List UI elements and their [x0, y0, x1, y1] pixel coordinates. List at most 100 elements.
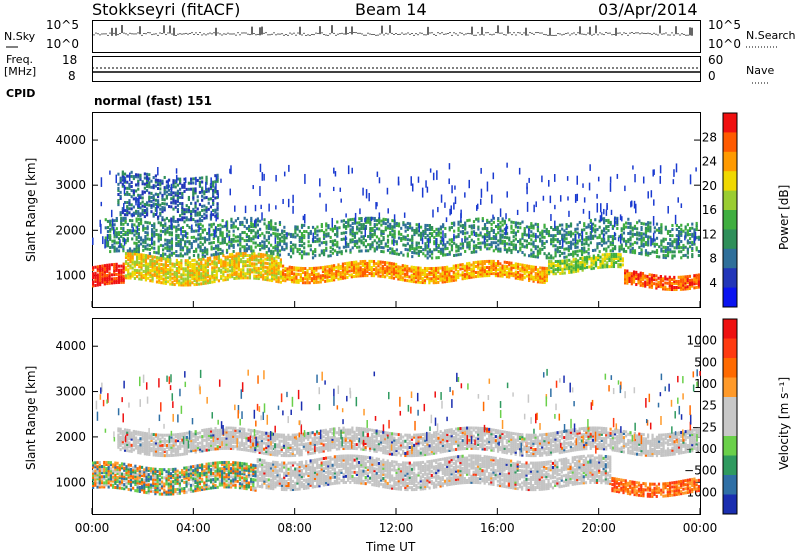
data-cell: [164, 267, 167, 271]
data-cell: [113, 231, 116, 235]
data-cell: [450, 277, 453, 281]
data-cell: [181, 216, 184, 220]
data-cell: [113, 273, 116, 277]
data-cell: [369, 222, 372, 226]
data-cell: [232, 249, 235, 253]
data-cell: [412, 276, 415, 280]
data-cell: [106, 280, 109, 284]
data-cell: [633, 226, 637, 230]
data-cell: [494, 233, 498, 237]
data-cell: [110, 277, 114, 281]
data-cell: [598, 233, 601, 237]
data-cell: [373, 249, 376, 253]
data-cell: [599, 263, 602, 267]
data-cell: [217, 240, 220, 244]
data-cell: [568, 262, 571, 266]
data-cell: [275, 261, 278, 265]
data-cell: [412, 267, 415, 271]
data-cell: [367, 249, 370, 253]
data-cell: [137, 212, 140, 216]
data-cell: [521, 269, 524, 273]
data-cell: [252, 229, 255, 233]
data-cell: [212, 198, 215, 202]
data-cell: [94, 273, 97, 277]
data-cell: [565, 223, 568, 227]
data-cell: [679, 277, 683, 281]
data-cell: [176, 191, 180, 195]
data-cell: [360, 231, 363, 235]
data-cell: [505, 273, 509, 277]
data-cell: [158, 276, 161, 280]
data-cell: [283, 237, 286, 241]
data-cell: [454, 196, 457, 205]
data-cell: [359, 262, 362, 266]
data-cell: [417, 272, 420, 276]
data-cell: [628, 277, 631, 281]
data-cell: [168, 241, 171, 245]
data-cell: [208, 258, 212, 262]
data-cell: [567, 232, 570, 236]
data-cell: [127, 274, 130, 278]
data-cell: [350, 267, 353, 271]
data-cell: [476, 205, 478, 211]
data-cell: [609, 220, 612, 224]
data-cell: [660, 241, 663, 245]
data-cell: [242, 264, 245, 268]
data-cell: [607, 237, 610, 241]
data-cell: [536, 278, 540, 282]
data-cell: [115, 264, 118, 268]
data-cell: [373, 216, 376, 220]
data-cell: [386, 220, 390, 224]
data-cell: [411, 228, 414, 232]
data-cell: [310, 269, 314, 273]
data-cell: [181, 204, 184, 208]
data-cell: [171, 280, 174, 284]
data-cell: [397, 275, 400, 279]
data-cell: [539, 266, 542, 270]
data-cell: [170, 253, 174, 257]
data-cell: [245, 220, 248, 224]
data-cell: [156, 193, 160, 197]
data-cell: [419, 266, 422, 270]
data-cell: [177, 242, 180, 246]
data-cell: [516, 225, 520, 229]
data-cell: [121, 184, 124, 188]
data-cell: [499, 229, 502, 233]
data-cell: [329, 227, 332, 231]
data-cell: [596, 244, 599, 248]
data-cell: [333, 167, 335, 174]
data-cell: [336, 234, 339, 238]
data-cell: [339, 275, 342, 279]
data-cell: [325, 246, 328, 250]
data-cell: [680, 223, 683, 227]
data-cell: [217, 254, 221, 258]
data-cell: [358, 227, 361, 231]
data-cell: [477, 266, 480, 270]
data-cell: [362, 243, 365, 247]
data-cell: [164, 242, 167, 246]
data-cell: [138, 255, 141, 259]
data-cell: [686, 285, 689, 289]
data-cell: [154, 184, 157, 188]
data-cell: [166, 242, 169, 246]
data-cell: [486, 235, 489, 239]
data-cell: [625, 221, 628, 225]
data-cell: [481, 241, 484, 245]
data-cell: [395, 242, 398, 246]
data-cell: [161, 206, 164, 210]
data-cell: [270, 233, 273, 237]
data-cell: [369, 228, 372, 232]
data-cell: [197, 223, 200, 227]
data-cell: [477, 270, 480, 274]
data-cell: [439, 272, 442, 276]
data-cell: [111, 225, 114, 229]
data-cell: [211, 262, 214, 266]
data-cell: [216, 212, 219, 216]
data-cell: [382, 236, 385, 240]
data-cell: [194, 189, 197, 193]
data-cell: [253, 262, 256, 266]
data-cell: [235, 252, 238, 256]
data-cell: [106, 240, 110, 244]
data-cell: [666, 277, 669, 281]
data-cell: [472, 273, 475, 277]
